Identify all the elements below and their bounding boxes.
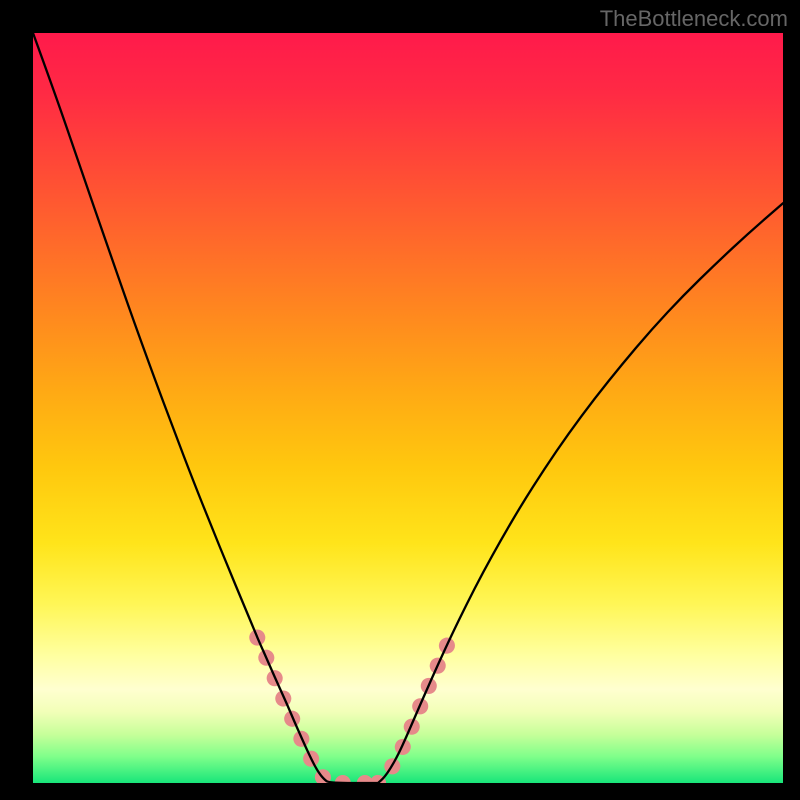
watermark-text: TheBottleneck.com — [600, 6, 788, 32]
gradient-background — [33, 33, 783, 783]
chart-root: TheBottleneck.com — [0, 0, 800, 800]
bottleneck-curve-plot — [33, 33, 783, 783]
